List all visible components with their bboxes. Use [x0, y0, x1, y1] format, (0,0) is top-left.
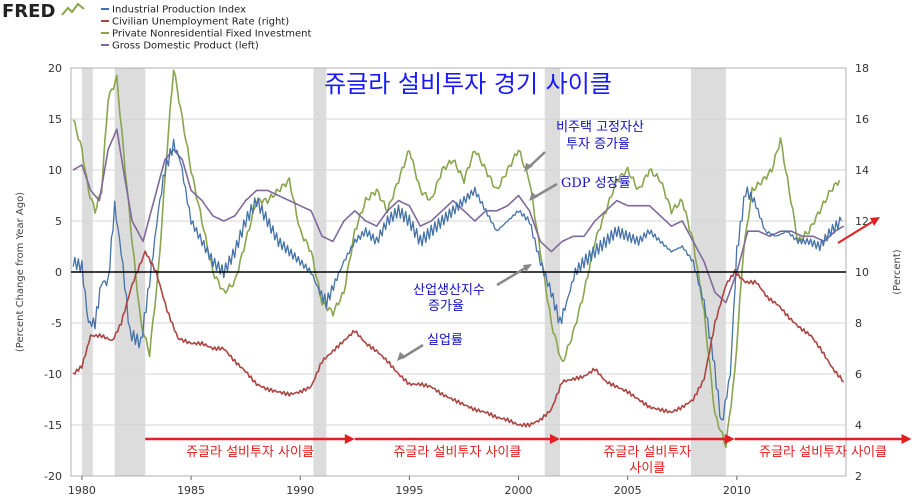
cycle-label2-2: 사이클 — [629, 461, 665, 476]
legend-label-3: Gross Domestic Product (left) — [112, 41, 259, 52]
y-right-tick-1: 16 — [855, 113, 869, 126]
cycle-arrow-head-0 — [344, 434, 355, 444]
chart-title: 쥬글라 설비투자 경기 사이클 — [324, 70, 612, 98]
x-tick-1: 1985 — [177, 484, 205, 497]
y-left-tick-2: 10 — [48, 164, 62, 177]
y-left-tick-8: -20 — [44, 470, 62, 483]
annotation-unemployment-arrow — [401, 343, 424, 360]
cycle-label-0: 쥬글라 설비투자 사이클 — [186, 445, 314, 460]
y-right-tick-6: 6 — [855, 368, 862, 381]
y-left-tick-4: 0 — [55, 266, 62, 279]
cycle-label-2: 쥬글라 설비투자 — [603, 445, 691, 460]
annotation-gdp-arrow — [532, 182, 558, 200]
cycle-label-3: 쥬글라 설비투자 사이클 — [759, 445, 887, 460]
y-right-tick-7: 4 — [855, 419, 862, 432]
y-right-tick-2: 14 — [855, 164, 869, 177]
x-tick-3: 1995 — [395, 484, 423, 497]
series-line-1 — [72, 250, 845, 428]
fred-logo: FRED — [2, 1, 85, 22]
annotation-industrial-line1: 산업생산지수 — [413, 283, 485, 298]
annotation-gdp: GDP 성장률 — [529, 176, 631, 201]
annotation-gdp-arrowhead — [529, 192, 538, 201]
annotation-industrial-line2: 증가율 — [428, 299, 464, 314]
legend-label-0: Industrial Production Index — [112, 5, 246, 16]
annotation-unemployment-arrowhead — [397, 352, 406, 361]
x-tick-5: 2005 — [614, 484, 642, 497]
y-right-tick-4: 10 — [855, 266, 869, 279]
annotation-industrial-arrowhead — [523, 264, 532, 272]
fred-logo-text: FRED — [2, 1, 55, 22]
series-lines — [72, 69, 845, 449]
cycle-arrow-head-1 — [550, 434, 561, 444]
y-left-tick-0: 20 — [48, 62, 62, 75]
cycle-arrow-head-2 — [724, 434, 735, 444]
y-right-tick-3: 12 — [855, 215, 869, 228]
uptrend-arrow — [837, 217, 880, 244]
annotation-investment: 비주택 고정자산 투자 증가율 — [524, 120, 644, 172]
annotation-unemployment-text: 실업률 — [427, 333, 463, 348]
x-tick-6: 2010 — [723, 484, 751, 497]
series-line-2 — [72, 69, 841, 449]
annotation-investment-arrowhead — [524, 163, 533, 172]
legend-label-2: Private Nonresidential Fixed Investment — [112, 29, 311, 40]
series-line-0 — [72, 138, 843, 421]
cycle-label-1: 쥬글라 설비투자 사이클 — [393, 445, 521, 460]
uptrend-arrow-line — [837, 221, 873, 244]
y-left-tick-6: -10 — [44, 368, 62, 381]
y-right-axis: 18 16 14 12 10 8 6 4 2 — [855, 62, 869, 483]
x-tick-2: 1990 — [286, 484, 314, 497]
x-tick-0: 1980 — [68, 484, 96, 497]
y-left-tick-7: -15 — [44, 419, 62, 432]
fred-logo-icon — [61, 2, 85, 16]
annotation-investment-line1: 비주택 고정자산 — [556, 120, 644, 135]
y-right-tick-8: 2 — [855, 470, 862, 483]
annotation-industrial-arrow — [496, 265, 528, 287]
y-right-axis-title: (Percent) — [892, 249, 903, 295]
x-axis: 1980 1985 1990 1995 2000 2005 2010 — [68, 476, 751, 497]
uptrend-arrow-head — [870, 217, 880, 226]
y-right-tick-0: 18 — [855, 62, 869, 75]
y-left-tick-5: -5 — [51, 317, 62, 330]
annotation-gdp-text: GDP 성장률 — [561, 176, 631, 191]
annotation-investment-line2: 투자 증가율 — [566, 137, 630, 152]
y-left-axis-title: (Percent Change from Year Ago) — [15, 192, 26, 352]
x-tick-4: 2000 — [505, 484, 533, 497]
y-left-axis: 20 15 10 5 0 -5 -10 -15 -20 — [44, 62, 62, 483]
annotation-industrial: 산업생산지수 증가율 — [413, 264, 532, 314]
y-right-tick-5: 8 — [855, 317, 862, 330]
y-left-tick-1: 15 — [48, 113, 62, 126]
y-left-tick-3: 5 — [55, 215, 62, 228]
legend-label-1: Civilian Unemployment Rate (right) — [112, 17, 289, 28]
cycle-arrow-head-3 — [901, 434, 912, 444]
annotation-unemployment: 실업률 — [397, 333, 463, 361]
